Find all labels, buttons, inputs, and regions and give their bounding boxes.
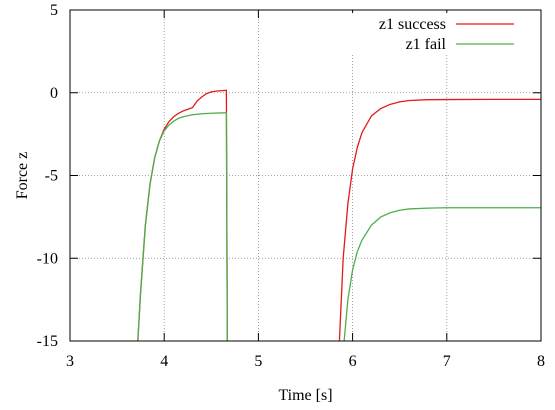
x-tick-label: 8 xyxy=(537,353,545,370)
series-line-z1-success xyxy=(338,98,541,342)
legend-label-z1-success: z1 success xyxy=(379,16,446,33)
axis-ticks: 3 4 5 6 7 8 -15 -10 -5 0 5 xyxy=(37,2,545,370)
x-tick-label: 6 xyxy=(349,353,357,370)
series-line-z1-success xyxy=(137,89,228,342)
y-tick-label: 5 xyxy=(50,2,58,19)
y-tick-label: -10 xyxy=(37,250,58,267)
y-tick-label: -5 xyxy=(45,168,58,185)
x-tick-label: 4 xyxy=(160,353,168,370)
x-axis-label: Time [s] xyxy=(278,387,332,404)
plot-series xyxy=(137,89,541,342)
legend-background xyxy=(348,13,534,53)
x-tick-label: 3 xyxy=(66,353,74,370)
series-line-z1-fail xyxy=(137,112,228,342)
x-tick-label: 7 xyxy=(443,353,451,370)
y-tick-label: 0 xyxy=(50,85,58,102)
grid xyxy=(70,10,541,341)
x-tick-label: 5 xyxy=(254,353,262,370)
legend-label-z1-fail: z1 fail xyxy=(406,36,447,53)
y-tick-label: -15 xyxy=(37,333,58,350)
legend: z1 success z1 fail xyxy=(348,13,534,53)
series-line-z1-fail xyxy=(343,207,541,342)
y-axis-label: Force z xyxy=(14,152,31,200)
